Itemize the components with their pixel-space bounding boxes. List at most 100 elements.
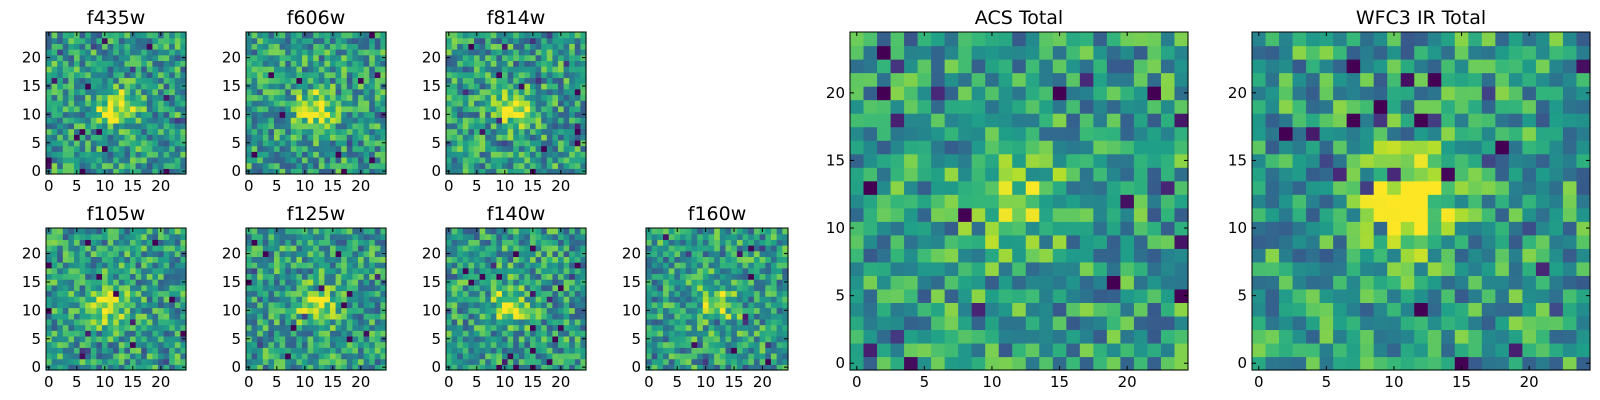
heatmap-cell: [446, 156, 453, 164]
heatmap-cell: [74, 352, 81, 360]
heatmap-cell: [152, 66, 159, 73]
heatmap-cell: [546, 111, 553, 118]
heatmap-cell: [904, 248, 919, 263]
heatmap-cell: [369, 37, 376, 44]
axes-frame-f435w: [45, 31, 187, 175]
heatmap-cell: [725, 364, 732, 371]
heatmap-cell: [685, 313, 693, 320]
heatmap-cell: [285, 54, 292, 61]
heatmap-cell: [358, 111, 365, 118]
heatmap-cell: [141, 364, 148, 371]
heatmap-cell: [702, 313, 710, 320]
heatmap-cell: [770, 245, 778, 252]
heatmap-cell: [507, 335, 514, 343]
heatmap-cell: [518, 341, 525, 348]
heatmap-cell: [74, 290, 81, 297]
heatmap-cell: [363, 347, 370, 354]
heatmap-cell: [85, 60, 92, 67]
heatmap-cell: [546, 134, 553, 141]
heatmap-cell: [462, 233, 469, 240]
heatmap-cell: [107, 341, 114, 348]
heatmap-cell: [57, 134, 64, 141]
heatmap-cell: [748, 330, 755, 337]
heatmap-cell: [374, 256, 381, 263]
heatmap-cell: [246, 151, 253, 158]
heatmap-cell: [546, 145, 553, 152]
heatmap-cell: [863, 234, 878, 249]
heatmap-cell: [535, 100, 542, 107]
heatmap-cell: [374, 313, 381, 320]
heatmap-cell: [998, 356, 1013, 371]
heatmap-cell: [130, 77, 137, 84]
heatmap-cell: [296, 279, 303, 286]
heatmap-cell: [262, 324, 269, 331]
heatmap-cell: [496, 301, 503, 309]
heatmap-cell: [96, 100, 103, 107]
heatmap-cell: [513, 71, 520, 79]
heatmap-cell: [90, 318, 97, 326]
heatmap-cell: [580, 262, 587, 269]
heatmap-cell: [971, 315, 986, 331]
heatmap-cell: [714, 347, 721, 354]
heatmap-cell: [262, 256, 269, 263]
heatmap-cell: [251, 330, 258, 337]
heatmap-cell: [279, 335, 286, 343]
heatmap-cell: [158, 296, 165, 303]
heatmap-cell: [485, 83, 492, 90]
heatmap-cell: [318, 111, 325, 118]
heatmap-cell: [318, 324, 325, 331]
heatmap-cell: [714, 262, 721, 269]
heatmap-cell: [169, 32, 176, 39]
heatmap-cell: [518, 122, 525, 130]
heatmap-cell: [279, 49, 286, 56]
heatmap-cell: [380, 228, 387, 235]
heatmap-cell: [759, 279, 766, 286]
heatmap-cell: [130, 341, 137, 348]
heatmap-cell: [485, 49, 492, 56]
heatmap-cell: [502, 111, 509, 118]
heatmap-cell: [346, 94, 353, 101]
heatmap-cell: [107, 290, 114, 297]
heatmap-cell: [502, 117, 509, 124]
heatmap-cell: [290, 233, 297, 240]
heatmap-cell: [96, 335, 103, 343]
heatmap-cell: [1147, 288, 1162, 303]
heatmap-cell: [163, 134, 170, 141]
heatmap-cell: [169, 105, 176, 113]
heatmap-cell: [518, 71, 525, 79]
heatmap-cell: [380, 296, 387, 303]
heatmap-cell: [462, 105, 469, 113]
heatmap-cell: [474, 313, 481, 320]
heatmap-cell: [79, 330, 86, 337]
heatmap-cell: [135, 32, 142, 39]
heatmap-cell: [285, 239, 292, 246]
heatmap-cell: [335, 37, 342, 44]
heatmap-cell: [135, 250, 142, 257]
heatmap-cell: [708, 358, 715, 365]
heatmap-cell: [369, 318, 376, 326]
heatmap-cell: [85, 111, 92, 118]
heatmap-cell: [725, 307, 732, 314]
heatmap-cell: [890, 248, 905, 263]
heatmap-cell: [736, 330, 744, 337]
heatmap-cell: [552, 335, 559, 343]
heatmap-cell: [782, 256, 789, 263]
heatmap-cell: [569, 128, 576, 135]
heatmap-cell: [462, 256, 469, 263]
heatmap-cell: [346, 262, 353, 269]
heatmap-cell: [363, 77, 370, 84]
heatmap-cell: [135, 100, 142, 107]
heatmap-cell: [691, 256, 698, 263]
heatmap-cell: [468, 49, 475, 56]
heatmap-cell: [313, 139, 320, 147]
heatmap-cell: [1039, 167, 1054, 182]
heatmap-cell: [358, 139, 365, 147]
heatmap-cell: [558, 117, 565, 124]
heatmap-cell: [302, 290, 309, 297]
heatmap-cell: [74, 250, 81, 257]
heatmap-cell: [313, 37, 320, 44]
heatmap-cell: [479, 364, 486, 371]
heatmap-cell: [124, 228, 131, 235]
heatmap-cell: [651, 364, 658, 371]
heatmap-cell: [451, 139, 458, 147]
